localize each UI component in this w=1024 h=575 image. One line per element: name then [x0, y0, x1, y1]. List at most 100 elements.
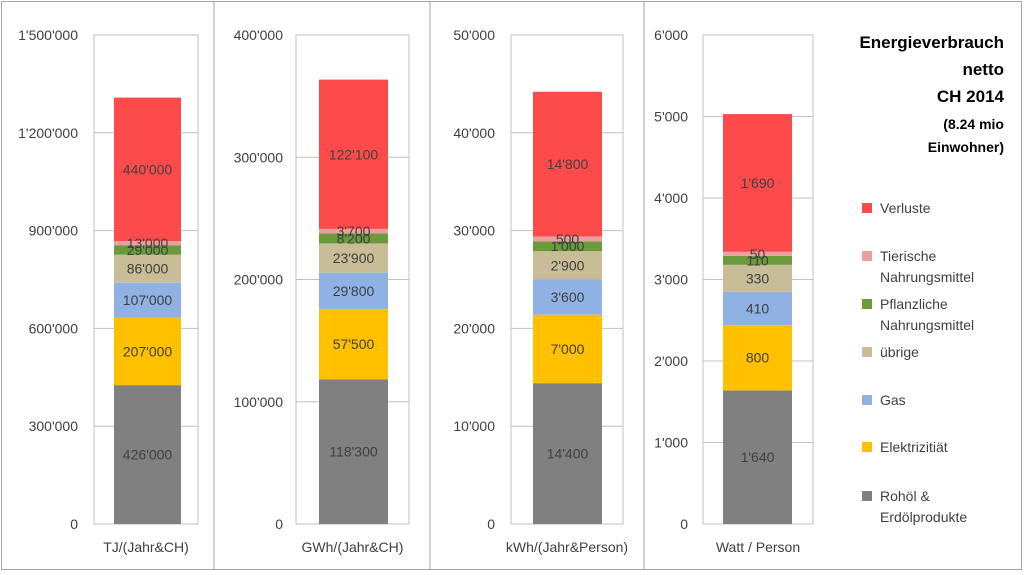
legend-label: Erdölprodukte: [880, 509, 967, 525]
legend-item: Pflanzliche Nahrungsmittel: [862, 296, 974, 333]
y-tick-label: 4'000: [654, 190, 688, 206]
data-label: 3'700: [337, 223, 371, 239]
bar-segment: [319, 309, 388, 380]
y-tick-label: 600'000: [29, 320, 79, 336]
bar-segment: [319, 243, 388, 273]
legend-swatch: [862, 251, 872, 261]
data-label: 14'400: [547, 446, 589, 462]
data-label: 86'000: [127, 261, 169, 277]
bar-segment: [319, 233, 388, 244]
legend-label: übrige: [880, 344, 919, 360]
legend-label: Verluste: [880, 200, 931, 216]
y-tick-label: 900'000: [29, 223, 79, 239]
data-label: 122'100: [329, 146, 379, 162]
legend-label: Pflanzliche: [880, 296, 948, 312]
x-axis-label: TJ/(Jahr&CH): [103, 539, 189, 555]
y-tick-label: 400'000: [234, 27, 284, 43]
bar-segment: [114, 245, 181, 255]
data-label: 1'690: [741, 175, 775, 191]
legend-item: übrige: [862, 344, 919, 360]
title-line: CH 2014: [937, 87, 1005, 106]
data-label: 3'600: [551, 289, 585, 305]
bar-segment: [723, 114, 792, 252]
bar-segment: [723, 255, 792, 265]
bar-segment: [319, 379, 388, 524]
bar-segment: [533, 241, 602, 252]
bar-segment: [533, 91, 602, 237]
data-label: 23'900: [333, 250, 375, 266]
bar-segment: [114, 97, 181, 242]
y-tick-label: 10'000: [453, 418, 495, 434]
bar-segment: [114, 317, 181, 386]
bar-segment: [533, 251, 602, 280]
data-label: 1'640: [741, 449, 775, 465]
legend-item: Tierische Nahrungsmittel: [862, 248, 974, 285]
bar-segment: [723, 251, 792, 256]
chart-panel-2: 0 100'000 200'000 300'000 400'000 118'300 57'5…: [234, 27, 410, 555]
bar-segment: [319, 228, 388, 234]
chart-panel-1: 0 300'000 600'000 900'000 1'200'000 1'500'000…: [18, 27, 199, 555]
data-label: 50: [750, 246, 766, 262]
y-tick-label: 1'500'000: [18, 27, 78, 43]
data-label: 440'000: [123, 161, 173, 177]
y-tick-label: 0: [275, 516, 283, 532]
y-tick-label: 100'000: [234, 394, 284, 410]
data-label: 8'200: [337, 230, 371, 246]
chart-title: Energieverbrauch netto CH 2014 (8.24 mio Ein…: [859, 33, 1004, 155]
title-line: Energieverbrauch: [859, 33, 1004, 52]
bar-segment: [533, 383, 602, 524]
bar-segment: [723, 264, 792, 292]
chart-panel-4: 0 1'000 2'000 3'000 4'000 5'000 6'000 1'640 800 4…: [654, 27, 814, 555]
subtitle-line: Einwohner): [928, 139, 1004, 155]
title-line: netto: [962, 60, 1004, 79]
data-label: 410: [746, 300, 770, 316]
data-label: 7'000: [551, 341, 585, 357]
legend-item: Gas: [862, 392, 906, 408]
bar-segment: [114, 385, 181, 524]
bar-segment: [319, 79, 388, 229]
data-label: 29'000: [127, 242, 169, 258]
y-tick-label: 3'000: [654, 272, 688, 288]
y-tick-label: 300'000: [234, 149, 284, 165]
bar-segment: [114, 241, 181, 246]
chart-panel-3: 0 10'000 20'000 30'000 40'000 50'000 14'400 7'0…: [453, 27, 628, 555]
data-label: 330: [746, 270, 770, 286]
y-tick-label: 200'000: [234, 272, 284, 288]
data-label: 2'900: [551, 257, 585, 273]
y-tick-label: 30'000: [453, 223, 495, 239]
data-label: 13'000: [127, 235, 169, 251]
y-tick-label: 0: [70, 516, 78, 532]
legend-item: Rohöl & Erdölprodukte: [862, 488, 967, 525]
legend-swatch: [862, 442, 872, 452]
data-label: 110: [746, 252, 769, 268]
bar-segment: [114, 254, 181, 283]
legend-item: Elektrizitiät: [862, 439, 948, 455]
bar-segment: [114, 282, 181, 318]
y-tick-label: 40'000: [453, 125, 495, 141]
y-tick-label: 20'000: [453, 320, 495, 336]
y-tick-label: 300'000: [29, 418, 79, 434]
data-label: 118'300: [329, 444, 378, 460]
legend-swatch: [862, 203, 872, 213]
data-label: 14'800: [547, 156, 589, 172]
data-label: 107'000: [123, 292, 173, 308]
data-label: 207'000: [123, 343, 173, 359]
legend-swatch: [862, 347, 872, 357]
legend-swatch: [862, 395, 872, 405]
legend-label: Gas: [880, 392, 906, 408]
subtitle-line: (8.24 mio: [943, 116, 1004, 132]
x-axis-label: GWh/(Jahr&CH): [302, 539, 404, 555]
data-label: 57'500: [333, 336, 375, 352]
y-tick-label: 50'000: [453, 27, 495, 43]
y-tick-label: 2'000: [654, 353, 688, 369]
bar-segment: [533, 236, 602, 242]
y-tick-label: 0: [680, 516, 688, 532]
data-label: 500: [556, 231, 580, 247]
bar-segment: [533, 314, 602, 384]
legend-swatch: [862, 299, 872, 309]
legend-swatch: [862, 491, 872, 501]
bar-segment: [319, 272, 388, 310]
y-tick-label: 1'200'000: [18, 125, 78, 141]
